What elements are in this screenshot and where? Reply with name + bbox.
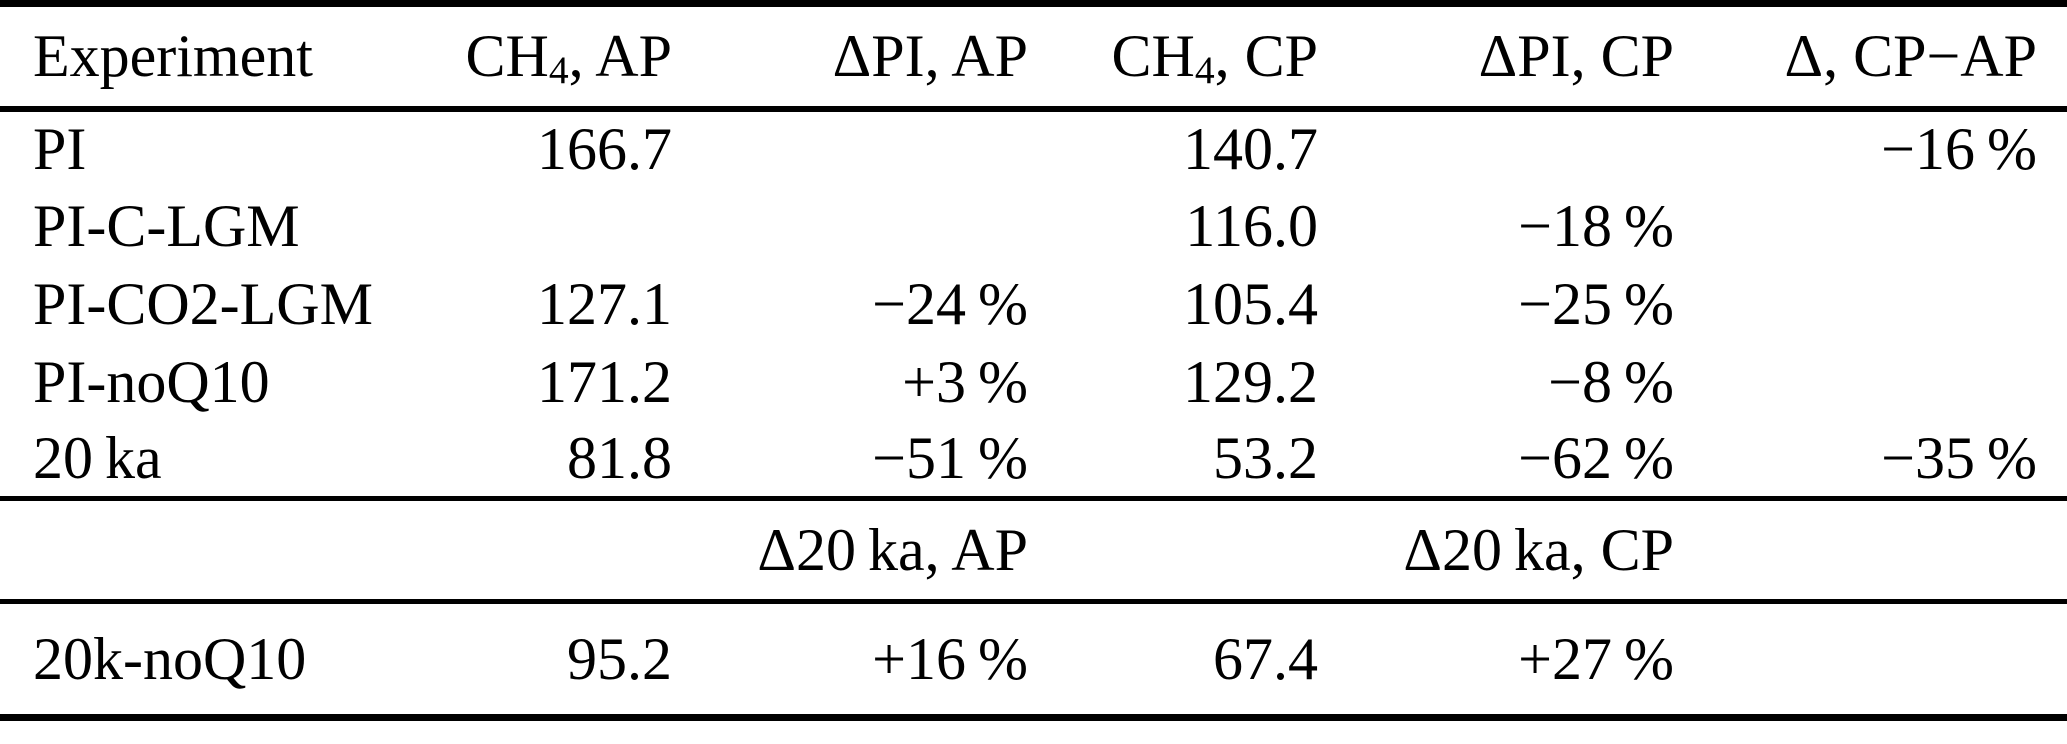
header-ch4-cp-post: , CP [1214, 23, 1318, 90]
table-header: Experiment CH4, AP ΔPI, AP CH4, CP ΔPI, … [0, 4, 2067, 109]
header-delta-pi-ap-label: ΔPI, AP [832, 23, 1028, 90]
cell-ch4-cp: 129.2 [1183, 348, 1318, 415]
section-header-spacer [1028, 499, 1318, 602]
cell-delta-cp-minus-ap [1674, 187, 2067, 265]
cell-delta-pi-cp: −8 % [1548, 348, 1674, 415]
cell-experiment: 20k-noQ10 [33, 626, 307, 692]
section-header-delta-20ka-cp: Δ20 ka, CP [1403, 517, 1674, 583]
section-header-spacer [390, 499, 672, 602]
header-experiment-label: Experiment [33, 23, 313, 90]
cell-ch4-ap [390, 187, 672, 265]
cell-delta-cp-minus-ap: −16 % [1881, 116, 2037, 182]
header-delta-cp-minus-ap-label: Δ, CP−AP [1784, 23, 2037, 90]
cell-experiment: 20 ka [33, 425, 162, 492]
cell-delta-20ka-ap: +16 % [872, 626, 1028, 692]
cell-delta-cp-minus-ap [1674, 602, 2067, 718]
header-delta-pi-ap: ΔPI, AP [672, 4, 1028, 109]
cell-delta-pi-cp: −25 % [1518, 270, 1674, 337]
cell-experiment: PI [33, 116, 87, 182]
cell-delta-pi-cp: −62 % [1518, 425, 1674, 492]
cell-delta-cp-minus-ap [1674, 343, 2067, 421]
cell-delta-pi-ap: +3 % [902, 348, 1028, 415]
section-body: 20k-noQ10 95.2 +16 % 67.4 +27 % [0, 602, 2067, 718]
section-header-delta-20ka-ap: Δ20 ka, AP [757, 517, 1028, 583]
cell-experiment: PI-noQ10 [33, 348, 270, 415]
cell-experiment: PI-C-LGM [33, 192, 300, 259]
cell-delta-pi-ap [672, 187, 1028, 265]
cell-ch4-ap: 95.2 [567, 626, 672, 692]
header-ch4-ap-post: , AP [568, 23, 672, 90]
header-experiment: Experiment [0, 4, 390, 109]
header-delta-pi-cp-label: ΔPI, CP [1478, 23, 1674, 90]
cell-experiment: PI-CO2-LGM [33, 270, 373, 337]
table-row: 20 ka 81.8 −51 % 53.2 −62 % −35 % [0, 421, 2067, 499]
table-row: PI-CO2-LGM 127.1 −24 % 105.4 −25 % [0, 265, 2067, 343]
cell-ch4-cp: 116.0 [1185, 192, 1318, 259]
table-row: PI-C-LGM 116.0 −18 % [0, 187, 2067, 265]
cell-delta-pi-ap: −24 % [872, 270, 1028, 337]
header-ch4-ap: CH4, AP [390, 4, 672, 109]
table-row: PI-noQ10 171.2 +3 % 129.2 −8 % [0, 343, 2067, 421]
section-header-spacer [1674, 499, 2067, 602]
section-header: Δ20 ka, AP Δ20 ka, CP [0, 499, 2067, 602]
cell-ch4-cp: 105.4 [1183, 270, 1318, 337]
header-delta-cp-minus-ap: Δ, CP−AP [1674, 4, 2067, 109]
header-ch4-cp-subscript: 4 [1194, 48, 1215, 93]
header-ch4-ap-pre: CH [465, 23, 549, 90]
header-ch4-ap-subscript: 4 [548, 48, 569, 93]
header-ch4-cp-pre: CH [1111, 23, 1195, 90]
main-body: PI 166.7 140.7 −16 % PI-C-LGM 116.0 −18 … [0, 109, 2067, 499]
cell-delta-pi-ap: −51 % [872, 425, 1028, 492]
cell-ch4-cp: 140.7 [1183, 116, 1318, 182]
section-header-spacer [0, 499, 390, 602]
cell-ch4-ap: 127.1 [537, 270, 672, 337]
cell-ch4-ap: 171.2 [537, 348, 672, 415]
cell-delta-cp-minus-ap [1674, 265, 2067, 343]
cell-delta-pi-cp: −18 % [1518, 192, 1674, 259]
methane-results-table: Experiment CH4, AP ΔPI, AP CH4, CP ΔPI, … [0, 0, 2067, 721]
section-header-row: Δ20 ka, AP Δ20 ka, CP [0, 499, 2067, 602]
cell-delta-pi-cp [1318, 109, 1674, 187]
cell-ch4-cp: 53.2 [1213, 425, 1318, 492]
cell-delta-cp-minus-ap: −35 % [1881, 425, 2037, 492]
cell-ch4-ap: 166.7 [537, 116, 672, 182]
table-row: PI 166.7 140.7 −16 % [0, 109, 2067, 187]
cell-ch4-ap: 81.8 [567, 425, 672, 492]
cell-delta-20ka-cp: +27 % [1518, 626, 1674, 692]
header-ch4-cp: CH4, CP [1028, 4, 1318, 109]
cell-ch4-cp: 67.4 [1213, 626, 1318, 692]
cell-delta-pi-ap [672, 109, 1028, 187]
table-row: 20k-noQ10 95.2 +16 % 67.4 +27 % [0, 602, 2067, 718]
header-delta-pi-cp: ΔPI, CP [1318, 4, 1674, 109]
header-row: Experiment CH4, AP ΔPI, AP CH4, CP ΔPI, … [0, 4, 2067, 109]
